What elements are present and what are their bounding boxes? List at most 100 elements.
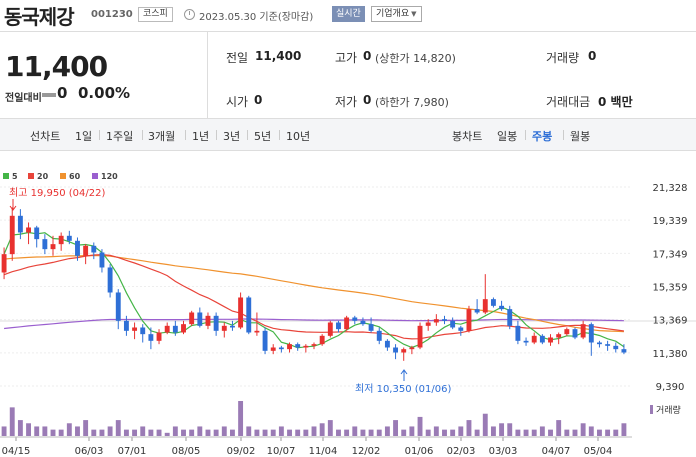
volume-bar <box>1 426 7 436</box>
x-axis: 04/15 06/03 07/01 08/05 09/02 10/07 11/04 12/02… <box>0 436 632 457</box>
volume-bar <box>295 429 301 436</box>
candle-body <box>229 325 235 328</box>
x-tick-label: 12/02 <box>352 446 381 457</box>
x-tick-label: 11/04 <box>309 446 338 457</box>
candle-body <box>352 317 358 321</box>
candle-body <box>107 267 113 293</box>
candle-body <box>393 347 399 353</box>
x-tick-label: 03/03 <box>489 446 518 457</box>
tab-3y[interactable]: 3년 <box>223 130 241 143</box>
legend-ma120: 120 <box>101 172 118 181</box>
volume-bar <box>417 416 423 436</box>
high-value: 0 <box>363 49 372 63</box>
candle-body <box>458 327 464 331</box>
volume-bar <box>588 426 594 436</box>
chevron-down-icon: ▼ <box>411 10 417 18</box>
tab-5y[interactable]: 5년 <box>254 130 272 143</box>
trade-amount-label: 거래대금 <box>546 95 591 109</box>
tab-separator <box>279 130 280 140</box>
x-tick-label: 01/06 <box>405 446 434 457</box>
candle-body <box>83 245 89 256</box>
candle-body <box>564 329 570 335</box>
volume-bar <box>17 420 23 436</box>
candle-body <box>360 320 366 325</box>
candle-body <box>482 299 488 313</box>
volume-bar <box>58 429 64 436</box>
market-badge: 코스피 <box>138 7 173 22</box>
tab-separator <box>185 130 186 140</box>
volume-bar <box>148 429 154 436</box>
volume-bar <box>466 420 472 436</box>
volume-bar <box>99 429 105 436</box>
legend-swatch-20 <box>28 173 34 179</box>
tab-1d[interactable]: 1일 <box>75 130 93 143</box>
candle-body <box>295 344 301 348</box>
candle-body <box>246 297 252 333</box>
low-value: 0 <box>363 93 372 107</box>
x-tick-label: 02/03 <box>447 446 476 457</box>
volume-label: 거래량 <box>546 51 580 65</box>
legend-ma5: 5 <box>12 172 18 181</box>
volume-bar <box>107 426 113 436</box>
candle-body <box>605 344 611 346</box>
volume-bar <box>238 401 244 436</box>
volume-bar <box>311 426 317 436</box>
tab-monthly[interactable]: 월봉 <box>570 130 591 143</box>
candle-body <box>474 309 480 313</box>
volume-bar <box>197 426 203 436</box>
volume-bar <box>50 429 56 436</box>
candle-body <box>401 349 407 353</box>
y-tick-label: 21,328 <box>653 183 688 194</box>
volume-bar <box>539 426 545 436</box>
tab-weekly[interactable]: 주봉 <box>532 130 553 143</box>
realtime-button[interactable]: 실시간 <box>332 6 365 22</box>
stock-code: 001230 <box>91 9 133 20</box>
volume-bar <box>409 426 415 436</box>
volume-bar <box>26 423 31 436</box>
candle-body <box>336 322 341 330</box>
volume-bar <box>531 429 537 436</box>
candle-body <box>132 327 138 331</box>
volume-bar <box>213 429 219 436</box>
tab-1y[interactable]: 1년 <box>192 130 210 143</box>
tab-3m[interactable]: 3개월 <box>148 130 176 143</box>
candle-body <box>42 239 48 250</box>
company-overview-button[interactable]: 기업개요 ▼ <box>371 6 422 22</box>
volume-bar <box>278 426 284 436</box>
price-chart[interactable]: 5 20 60 120 21,328 19,339 17,349 15,359 13,3… <box>0 151 696 457</box>
volume-bar <box>442 429 447 436</box>
candle-body <box>156 332 162 341</box>
low-annotation: 최저 10,350 (01/06) <box>355 383 451 395</box>
volume-bar <box>319 423 325 436</box>
candle-body <box>499 305 505 310</box>
volume-bar <box>515 429 521 436</box>
tab-separator <box>247 130 248 140</box>
candle-body <box>425 322 431 326</box>
x-tick-label: 04/15 <box>2 446 31 457</box>
volume-bar <box>605 429 611 436</box>
x-tick-label: 10/07 <box>267 446 296 457</box>
volume-bar <box>474 429 480 436</box>
y-tick-label: 9,390 <box>656 382 685 393</box>
legend-ma60: 60 <box>69 172 81 181</box>
volume-bar <box>499 423 505 436</box>
volume-bar <box>140 426 146 436</box>
date-text: 2023.05.30 기준(장마감) <box>199 12 314 23</box>
tab-10y[interactable]: 10년 <box>286 130 311 143</box>
tab-1w[interactable]: 1주일 <box>106 130 134 143</box>
volume-bar <box>303 429 309 436</box>
volume-bar <box>254 429 260 436</box>
candle-body <box>311 344 317 346</box>
open-label: 시가 <box>226 95 249 109</box>
candle-body <box>442 319 447 321</box>
period-bar: 선차트 1일 1주일 3개월 1년 3년 5년 10년 봉차트 일봉 주봉 월봉 <box>0 119 696 151</box>
volume-bar <box>262 429 268 436</box>
y-tick-label: 13,369 <box>653 316 688 327</box>
prev-close-value: 11,400 <box>255 49 302 63</box>
tab-daily[interactable]: 일봉 <box>497 130 518 143</box>
candle-body <box>17 215 23 233</box>
legend-swatch-5 <box>3 173 9 179</box>
candle-body <box>1 254 7 273</box>
candle-body <box>148 334 154 341</box>
candle-body <box>58 235 64 245</box>
